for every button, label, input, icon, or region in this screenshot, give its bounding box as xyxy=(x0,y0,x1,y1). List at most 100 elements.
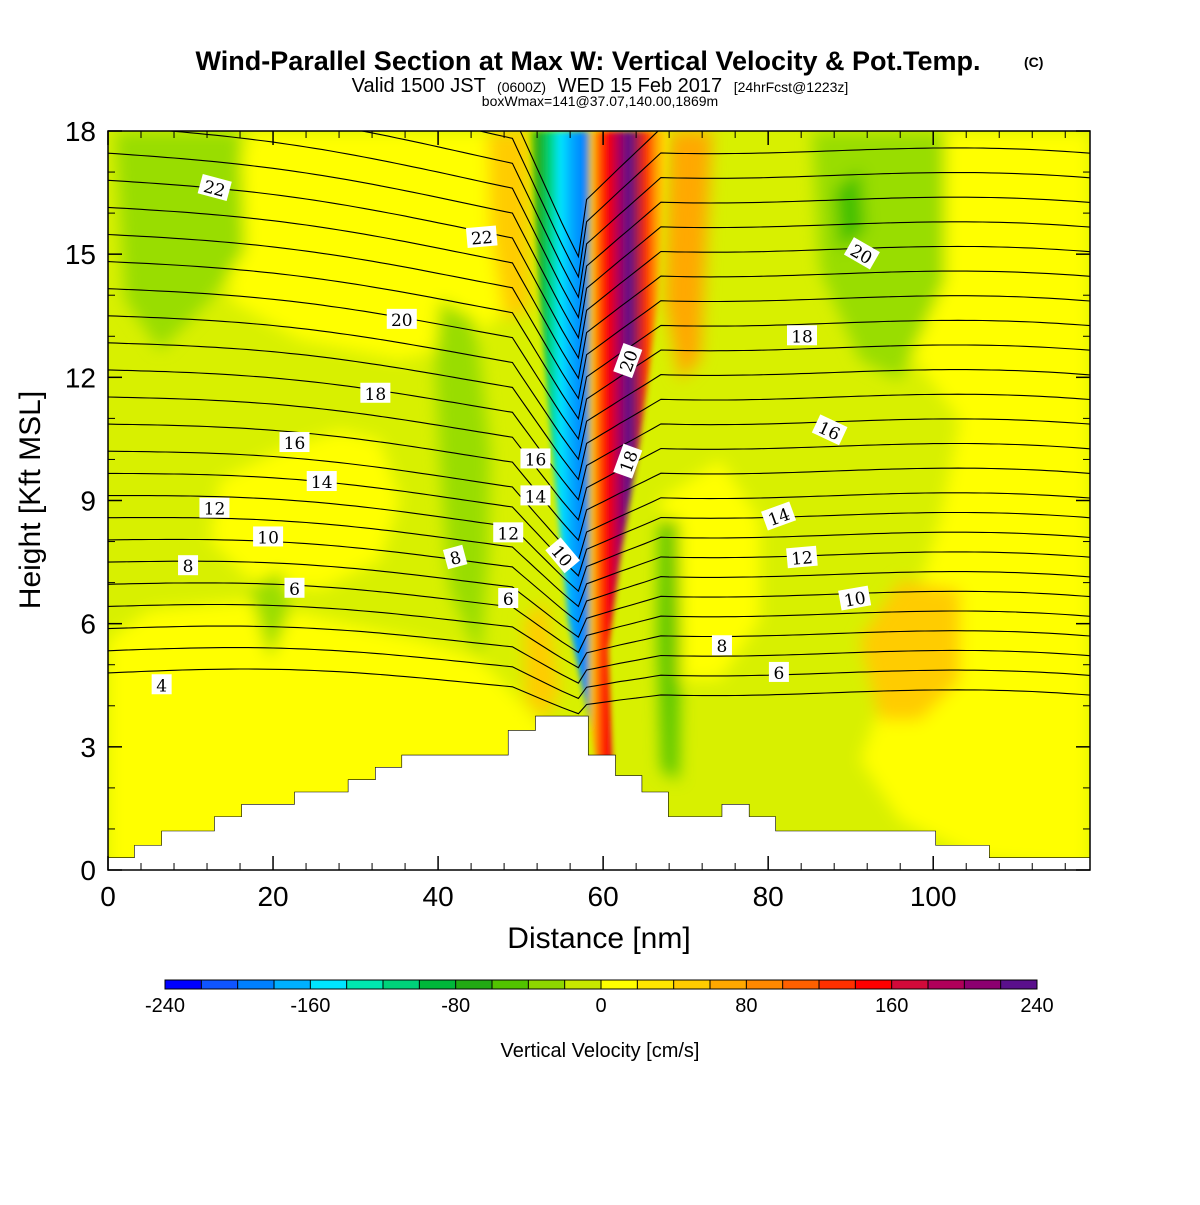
colorbar-label: Vertical Velocity [cm/s] xyxy=(501,1040,700,1062)
pot-temp-contour-line xyxy=(108,560,1090,638)
contour-label-text: 12 xyxy=(497,524,519,544)
contour-label: 10 xyxy=(253,526,284,548)
contour-label-bg xyxy=(838,585,872,611)
positive-zone-left-mid xyxy=(210,430,400,590)
colorbar-swatch xyxy=(419,980,457,989)
contour-label-text: 16 xyxy=(284,434,306,454)
contour-label-bg xyxy=(306,471,337,492)
colorbar-swatch xyxy=(492,980,529,989)
contour-label: 22 xyxy=(465,225,498,250)
y-tick-label: 12 xyxy=(65,362,96,393)
contour-label: 14 xyxy=(306,471,337,493)
colorbar-swatch xyxy=(564,980,602,989)
pot-temp-contour-line xyxy=(108,517,1090,608)
contour-label-text: 6 xyxy=(503,590,514,610)
y-axis-label: Height [Kft MSL] xyxy=(14,391,47,609)
contour-label-text: 14 xyxy=(525,487,547,507)
y-tick-label: 15 xyxy=(65,239,96,270)
x-tick-label: 0 xyxy=(100,881,116,912)
x-tick-label: 100 xyxy=(910,881,957,912)
pot-temp-contour-line xyxy=(477,131,1090,279)
contour-label: 20 xyxy=(386,308,417,331)
pot-temp-contour-line xyxy=(108,495,1090,593)
pot-temp-contour-line xyxy=(108,369,1090,501)
pot-temp-contour-line xyxy=(108,342,1090,481)
box-info: boxWmax=141@37.07,140.00,1869m xyxy=(482,93,718,109)
contour-label-bg xyxy=(197,173,232,202)
contour-label-bg xyxy=(843,237,880,270)
pot-temp-contour-line xyxy=(108,582,1090,654)
colorbar-tick-label: 0 xyxy=(595,995,606,1017)
colorbar-swatch xyxy=(201,980,239,989)
pot-temp-contour-line xyxy=(163,131,1090,320)
colorbar-tick-label: 240 xyxy=(1020,995,1053,1017)
contour-label-text: 18 xyxy=(365,385,387,405)
pot-temp-contour-line xyxy=(108,179,1090,360)
colorbar-tick-label: 160 xyxy=(875,995,908,1017)
pot-temp-contour-line xyxy=(108,152,1090,340)
valid-time: Valid 1500 JST xyxy=(352,75,486,97)
contour-label: 16 xyxy=(279,432,310,454)
negative-zone-small xyxy=(250,570,290,660)
contour-label-bg xyxy=(520,448,551,469)
contour-label: 6 xyxy=(498,588,519,610)
contour-label: 14 xyxy=(520,485,551,507)
contour-label: 4 xyxy=(151,674,172,696)
plot-area: 2222201816141210864161412108620181820161… xyxy=(108,131,1090,870)
colorbar-swatch xyxy=(855,980,893,989)
x-tick-label: 80 xyxy=(753,881,784,912)
contour-label-text: 20 xyxy=(391,311,413,331)
positive-zone-right-low xyxy=(860,580,960,720)
utc-time: (0600Z) xyxy=(497,79,546,95)
colorbar-swatch xyxy=(964,980,1002,989)
forecast-info: [24hrFcst@1223z] xyxy=(734,79,849,95)
pot-temp-contour-line xyxy=(108,233,1090,400)
contour-label-bg xyxy=(613,343,643,379)
contour-label-bg xyxy=(253,526,284,547)
y-tick-label: 3 xyxy=(80,732,96,763)
pot-temp-contour-line xyxy=(108,625,1090,684)
y-tick-label: 9 xyxy=(80,486,96,517)
contour-label: 18 xyxy=(787,325,818,347)
colorbar-swatch xyxy=(237,980,275,989)
contour-label-bg xyxy=(279,432,310,453)
colorbar-swatch xyxy=(310,980,348,989)
contour-label-bg xyxy=(151,674,172,695)
colorbar-swatch xyxy=(528,980,566,989)
positive-zone-low-left xyxy=(525,600,560,720)
colorbar-swatch xyxy=(637,980,675,989)
colorbar-swatch xyxy=(165,980,202,989)
colorbar-swatch xyxy=(383,980,420,989)
contour-label-text: 8 xyxy=(183,557,194,577)
colorbar-tick-label: -160 xyxy=(290,995,330,1017)
pot-temp-contour-line xyxy=(108,472,1090,577)
positive-zone-core-right xyxy=(665,131,712,380)
contour-label-bg xyxy=(498,588,519,609)
x-tick-label: 40 xyxy=(423,881,454,912)
contour-label-text: 22 xyxy=(470,228,493,250)
y-tick-label: 0 xyxy=(80,855,96,886)
pot-temp-contour-line xyxy=(108,396,1090,522)
contour-label-text: 8 xyxy=(448,548,464,570)
colorbar-tick-label: -240 xyxy=(145,995,185,1017)
colorbar-swatch xyxy=(601,980,638,989)
contour-label-bg xyxy=(811,414,848,446)
pot-temp-contour-line xyxy=(519,131,659,259)
valid-date: WED 15 Feb 2017 xyxy=(558,75,723,97)
colorbar-swatch xyxy=(673,980,711,989)
contour-label-bg xyxy=(199,497,230,518)
contour-label-text: 12 xyxy=(204,500,226,520)
terrain xyxy=(108,715,1090,870)
colorbar-tick-label: 80 xyxy=(735,995,757,1017)
pot-temp-contour-line xyxy=(108,288,1090,441)
contour-label-bg xyxy=(442,544,468,570)
pot-temp-contour-line xyxy=(108,261,1090,421)
x-tick-label: 60 xyxy=(588,881,619,912)
contour-label-text: 6 xyxy=(289,580,300,600)
contour-label: 12 xyxy=(199,497,230,520)
contour-label: 10 xyxy=(838,585,872,612)
pot-temp-contour-line xyxy=(108,423,1090,542)
contour-label-text: 8 xyxy=(717,637,728,657)
contour-label-bg xyxy=(545,537,580,574)
